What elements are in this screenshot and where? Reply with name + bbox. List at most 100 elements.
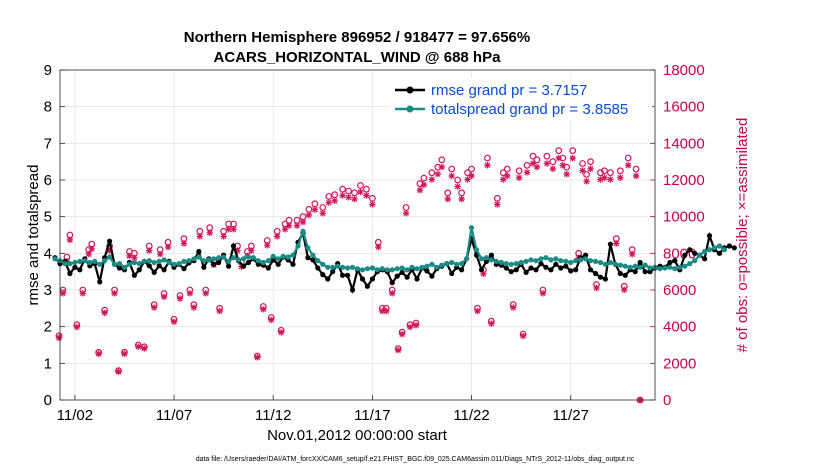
totalspread-point: [478, 256, 485, 262]
rmse-point: [726, 243, 733, 249]
obs-assimilated-marker: [141, 345, 148, 352]
obs-assimilated-stroke: [520, 333, 526, 339]
right-tick-label: 6000: [663, 282, 696, 299]
totalspread-point: [518, 259, 524, 266]
totalspread-point: [687, 261, 693, 267]
obs-assimilated-stroke: [111, 290, 118, 297]
obs-assimilated-marker: [206, 229, 213, 237]
totalspread-point: [186, 258, 192, 264]
obs-assimilated-marker: [628, 250, 636, 258]
obs-assimilated-stroke: [331, 198, 338, 204]
totalspread-point: [721, 247, 728, 253]
totalspread-point: [102, 258, 108, 264]
obs-assimilated-stroke: [300, 219, 306, 225]
obs-possible-marker: [583, 171, 590, 178]
obs-assimilated-stroke: [587, 165, 594, 172]
right-y-axis-label: # of obs: o=possible; ×=assimilated: [734, 118, 751, 353]
totalspread-point: [543, 255, 549, 261]
obs-assimilated-stroke: [187, 290, 193, 297]
obs-possible-marker: [549, 158, 557, 166]
obs-assimilated-marker: [543, 160, 551, 167]
obs-assimilated-stroke: [421, 181, 427, 188]
obs-assimilated-stroke: [494, 201, 501, 208]
obs-assimilated-marker: [331, 197, 338, 205]
totalspread-point: [647, 265, 653, 271]
totalspread-point: [216, 255, 222, 261]
rmse-point: [597, 274, 604, 280]
totalspread-point: [374, 267, 380, 273]
rmse-point: [255, 261, 261, 267]
legend-rmse-marker: [406, 86, 414, 94]
obs-assimilated-marker: [268, 316, 275, 324]
totalspread-point: [364, 266, 370, 272]
obs-assimilated-marker: [311, 206, 319, 213]
rmse-point: [97, 279, 103, 285]
obs-assimilated-marker: [339, 192, 346, 199]
obs-possible-marker: [597, 169, 604, 177]
obs-assimilated-marker: [156, 250, 164, 258]
rmse-point: [131, 272, 137, 278]
obs-assimilated-stroke: [202, 290, 209, 297]
obs-assimilated-marker: [351, 195, 358, 203]
totalspread-point: [354, 266, 361, 272]
obs-assimilated-marker: [101, 309, 108, 317]
rmse-point: [533, 267, 539, 273]
x-tick-label: 11/02: [57, 407, 93, 424]
totalspread-point: [583, 256, 589, 262]
obs-assimilated-marker: [617, 174, 624, 181]
obs-assimilated-stroke: [417, 187, 423, 193]
obs-possible-marker: [448, 165, 456, 173]
obs-possible-marker: [555, 147, 563, 155]
totalspread-point: [429, 261, 435, 267]
obs-assimilated-marker: [515, 174, 523, 181]
x-axis-ticks: 11/02 11/07 11/12 11/17 11/22 11/27: [57, 395, 589, 424]
obs-assimilated-marker: [293, 222, 301, 229]
totalspread-point: [617, 262, 623, 268]
obs-possible-marker: [601, 167, 608, 175]
obs-assimilated-stroke: [220, 233, 227, 240]
totalspread-point: [285, 254, 291, 260]
totalspread-point: [627, 264, 633, 270]
obs-assimilated-stroke: [264, 242, 271, 249]
x-tick-label: 11/22: [453, 407, 489, 424]
obs-assimilated-stroke: [375, 244, 382, 250]
obs-possible-marker: [579, 160, 587, 167]
totalspread-point: [369, 265, 375, 271]
totalspread-point: [578, 257, 584, 263]
rmse-point: [414, 276, 420, 282]
totalspread-point: [72, 259, 78, 266]
obs-assimilated-stroke: [559, 162, 566, 169]
obs-assimilated-marker: [88, 245, 95, 253]
obs-assimilated-stroke: [339, 192, 346, 199]
x-tick-label: 11/27: [552, 407, 588, 424]
rmse-point: [459, 267, 465, 273]
left-tick-label: 0: [44, 392, 52, 409]
obs-possible-marker: [331, 191, 339, 199]
obs-assimilated-marker: [569, 154, 576, 162]
obs-assimilated-stroke: [617, 174, 624, 181]
obs-possible-marker: [606, 169, 614, 177]
left-y-axis-label: rmse and totalspread: [25, 165, 42, 306]
totalspread-point: [672, 266, 678, 272]
obs-assimilated-stroke: [161, 294, 167, 300]
obs-assimilated-marker: [420, 181, 428, 189]
totalspread-point: [488, 257, 494, 263]
totalspread-point: [409, 264, 415, 270]
rmse-point: [265, 265, 271, 271]
totalspread-point: [468, 225, 475, 231]
rmse-point: [345, 272, 351, 278]
obs-assimilated-marker: [299, 218, 307, 226]
totalspread-point: [439, 262, 445, 268]
rmse-point: [503, 265, 509, 271]
obs-assimilated-stroke: [399, 331, 405, 338]
rmse-point: [216, 259, 222, 266]
totalspread-point: [206, 257, 212, 263]
legend-totalspread-label: totalspread grand pr = 3.8585: [431, 101, 628, 118]
obs-assimilated-stroke: [206, 230, 213, 236]
totalspread-point: [359, 267, 366, 273]
obs-assimilated-stroke: [74, 324, 80, 330]
obs-possible-marker: [464, 169, 471, 177]
obs-assimilated-marker: [225, 226, 232, 233]
obs-assimilated-stroke: [544, 160, 550, 167]
